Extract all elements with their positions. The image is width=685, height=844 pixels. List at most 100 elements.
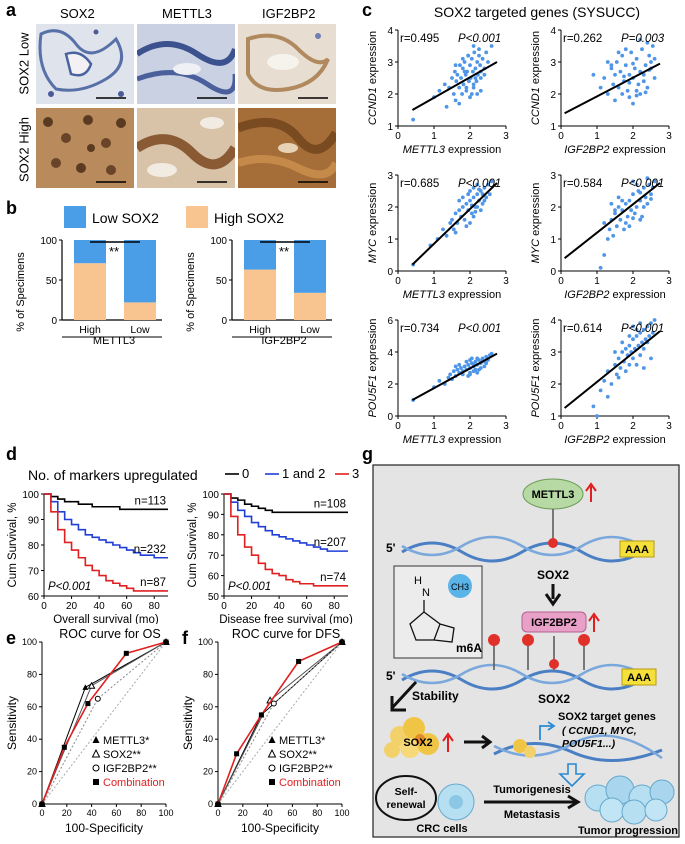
scatter-point [647, 334, 652, 338]
five-prime-2: 5' [386, 669, 396, 683]
roc-xtick-label: 0 [215, 808, 220, 818]
scatter-point [450, 76, 454, 80]
scatter-xtick-label: 2 [630, 131, 636, 142]
scatter-point [482, 185, 487, 190]
igf2bp2-label: IGF2BP2 [531, 617, 577, 629]
km-ytick-label: 70 [208, 551, 220, 562]
scatter-point [634, 182, 639, 187]
bar-ytick-label: 0 [51, 316, 57, 327]
igf2bp2-reader [521, 611, 587, 633]
scatter-point [631, 356, 635, 361]
scatter-point [460, 56, 465, 61]
bar-ylabel-right: % of Specimens [185, 252, 197, 332]
scatter-point [611, 82, 616, 87]
scatter-point [605, 237, 610, 241]
scatter-point [613, 211, 617, 216]
roc-legend-marker [93, 779, 99, 785]
km-ytick-label: 50 [208, 592, 220, 603]
scatter-ytick-label: 1 [387, 122, 393, 133]
scatter-point [627, 343, 632, 348]
roc-legend-label: METTL3* [103, 735, 150, 747]
scatter-point [638, 321, 643, 326]
col-header-sox2: SOX2 [60, 6, 95, 21]
scatter-ytick-label: 3 [387, 58, 393, 69]
bar-high-sox2 [244, 269, 276, 320]
roc-plot: ROC curve for DFS 0 20 40 60 80 100 0 20 40 60 80 10… [181, 627, 350, 835]
scatter-point [480, 56, 485, 61]
scatter-point [634, 205, 639, 209]
bar-sig-left: ** [109, 244, 119, 259]
scatter-ytick-label: 4 [550, 26, 556, 37]
roc-ytick-label: 80 [203, 669, 213, 679]
bar-ytick-label: 50 [46, 276, 58, 287]
scatter-point [602, 221, 607, 225]
scatter-regression-line [563, 182, 661, 259]
scatter-point [641, 79, 646, 84]
roc-legend-label: Combination [103, 777, 165, 789]
scatter-point [451, 369, 456, 374]
scatter-point [473, 66, 478, 71]
row-label-sox2-high: SOX2 High [16, 116, 32, 183]
scatter-xtick-label: 0 [395, 276, 401, 287]
scatter-point [466, 53, 471, 58]
scatter-point [627, 334, 632, 338]
roc-point [163, 639, 169, 645]
scatter-xtick-label: 0 [395, 421, 401, 432]
scatter-xlabel: METTL3 expression [403, 289, 501, 301]
km-xtick-label: 20 [66, 601, 78, 612]
sox2-label-1: SOX2 [537, 568, 569, 582]
scatter-point [451, 227, 456, 232]
scatter-point [641, 185, 646, 190]
roc-xtick-label: 100 [158, 808, 173, 818]
panel-b-label: b [6, 198, 17, 218]
scatter-point [640, 214, 644, 219]
scatter-point [469, 211, 474, 216]
scatter-ytick-label: 4 [387, 348, 393, 359]
scatter-point [477, 47, 481, 52]
bar-high-sox2 [74, 263, 106, 320]
scatter-xtick-label: 3 [503, 421, 509, 432]
scatter-point [453, 230, 458, 235]
scatter-point [631, 216, 635, 221]
scatter-point [652, 318, 657, 322]
roc-point [61, 744, 67, 750]
scatter-p-label: P<0.001 [621, 178, 664, 190]
scatter-point [484, 50, 489, 55]
scatter-point [622, 227, 626, 232]
scatter-point [475, 92, 480, 96]
scatter-point [614, 372, 619, 377]
micrograph-low-sox2 [36, 24, 134, 104]
km-xtick-label: 40 [274, 601, 286, 612]
scatter-ytick-label: 0 [387, 412, 393, 423]
scatter-point [616, 375, 621, 380]
scatter-ylabel: CCND1 expression [530, 31, 542, 125]
scatter-p-label: P<0.001 [621, 323, 664, 335]
bar-ytick-label: 100 [40, 236, 57, 247]
scatter-point [458, 63, 462, 68]
scatter-point [620, 350, 625, 354]
scatter-point [638, 37, 643, 42]
scatter-point [471, 195, 476, 200]
roc-title: ROC curve for DFS [232, 627, 340, 641]
roc-xtick-label: 100 [334, 808, 349, 818]
bar-xtick-label: High [249, 324, 271, 336]
scatter-ytick-label: 0 [387, 267, 393, 278]
scatter-point [649, 321, 653, 326]
roc-ytick-label: 80 [27, 669, 37, 679]
aaa-tag-1 [619, 540, 655, 558]
scatter-point [605, 92, 610, 96]
scatter-xtick-label: 0 [558, 131, 564, 142]
m6a-site-3 [522, 634, 534, 646]
scatter-xlabel: METTL3 expression [403, 434, 501, 446]
roc-xtick-label: 80 [312, 808, 322, 818]
scatter-point [649, 60, 653, 64]
scatter-point [468, 198, 472, 203]
scatter-point [489, 179, 494, 184]
scatter-point [475, 356, 480, 361]
scatter-point [641, 205, 646, 209]
scatter-point [641, 327, 646, 332]
scatter-point [634, 56, 639, 61]
scatter-point [591, 404, 596, 409]
scatter-point [469, 92, 474, 96]
